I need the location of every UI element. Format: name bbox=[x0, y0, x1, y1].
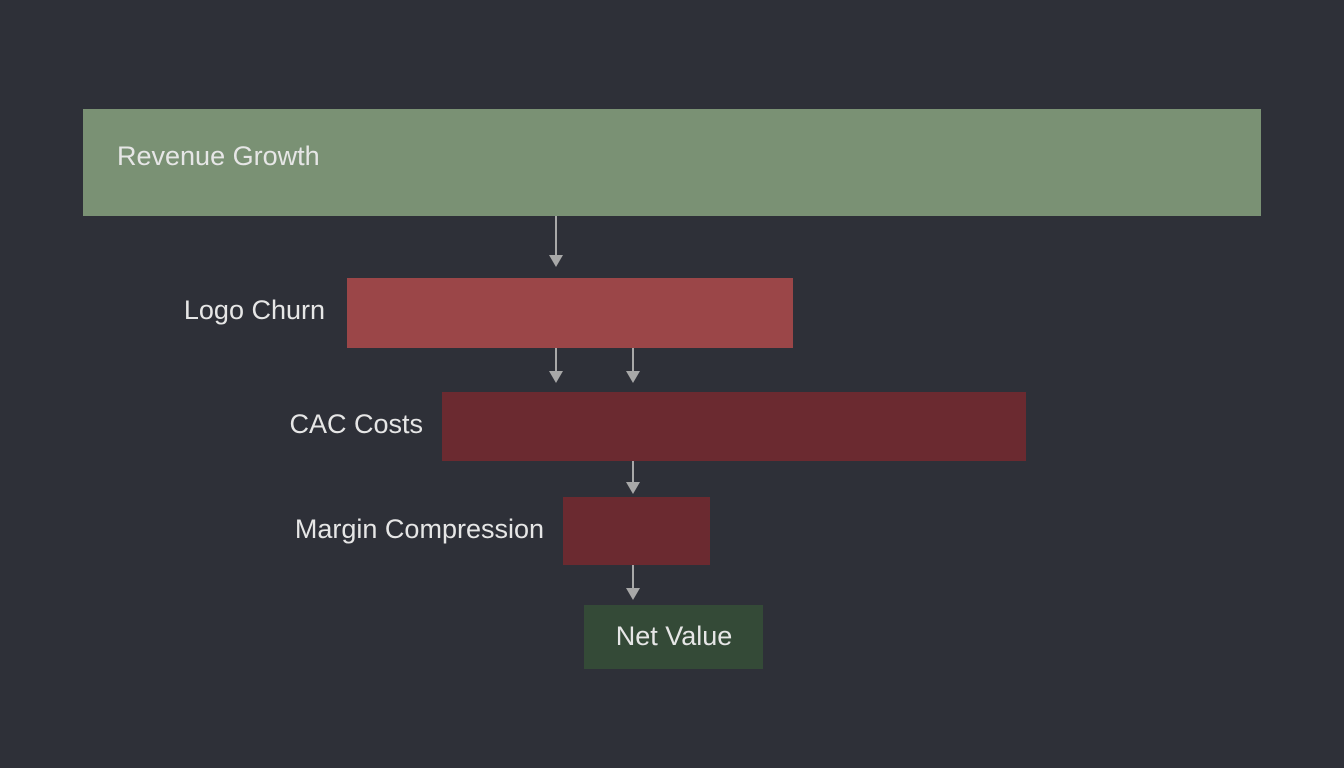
arrow bbox=[626, 565, 640, 600]
arrow bbox=[626, 461, 640, 494]
node-box bbox=[442, 392, 1026, 461]
node-label: Margin Compression bbox=[295, 514, 544, 544]
node-box bbox=[83, 109, 1261, 216]
arrow bbox=[626, 348, 640, 383]
node-label: CAC Costs bbox=[289, 409, 423, 439]
node-box bbox=[347, 278, 793, 348]
node-box bbox=[563, 497, 710, 565]
arrow bbox=[549, 348, 563, 383]
node-box bbox=[584, 605, 763, 669]
node-label: Net Value bbox=[616, 621, 733, 651]
node-label: Logo Churn bbox=[184, 295, 325, 325]
arrow bbox=[549, 216, 563, 267]
node-label: Revenue Growth bbox=[117, 141, 320, 171]
